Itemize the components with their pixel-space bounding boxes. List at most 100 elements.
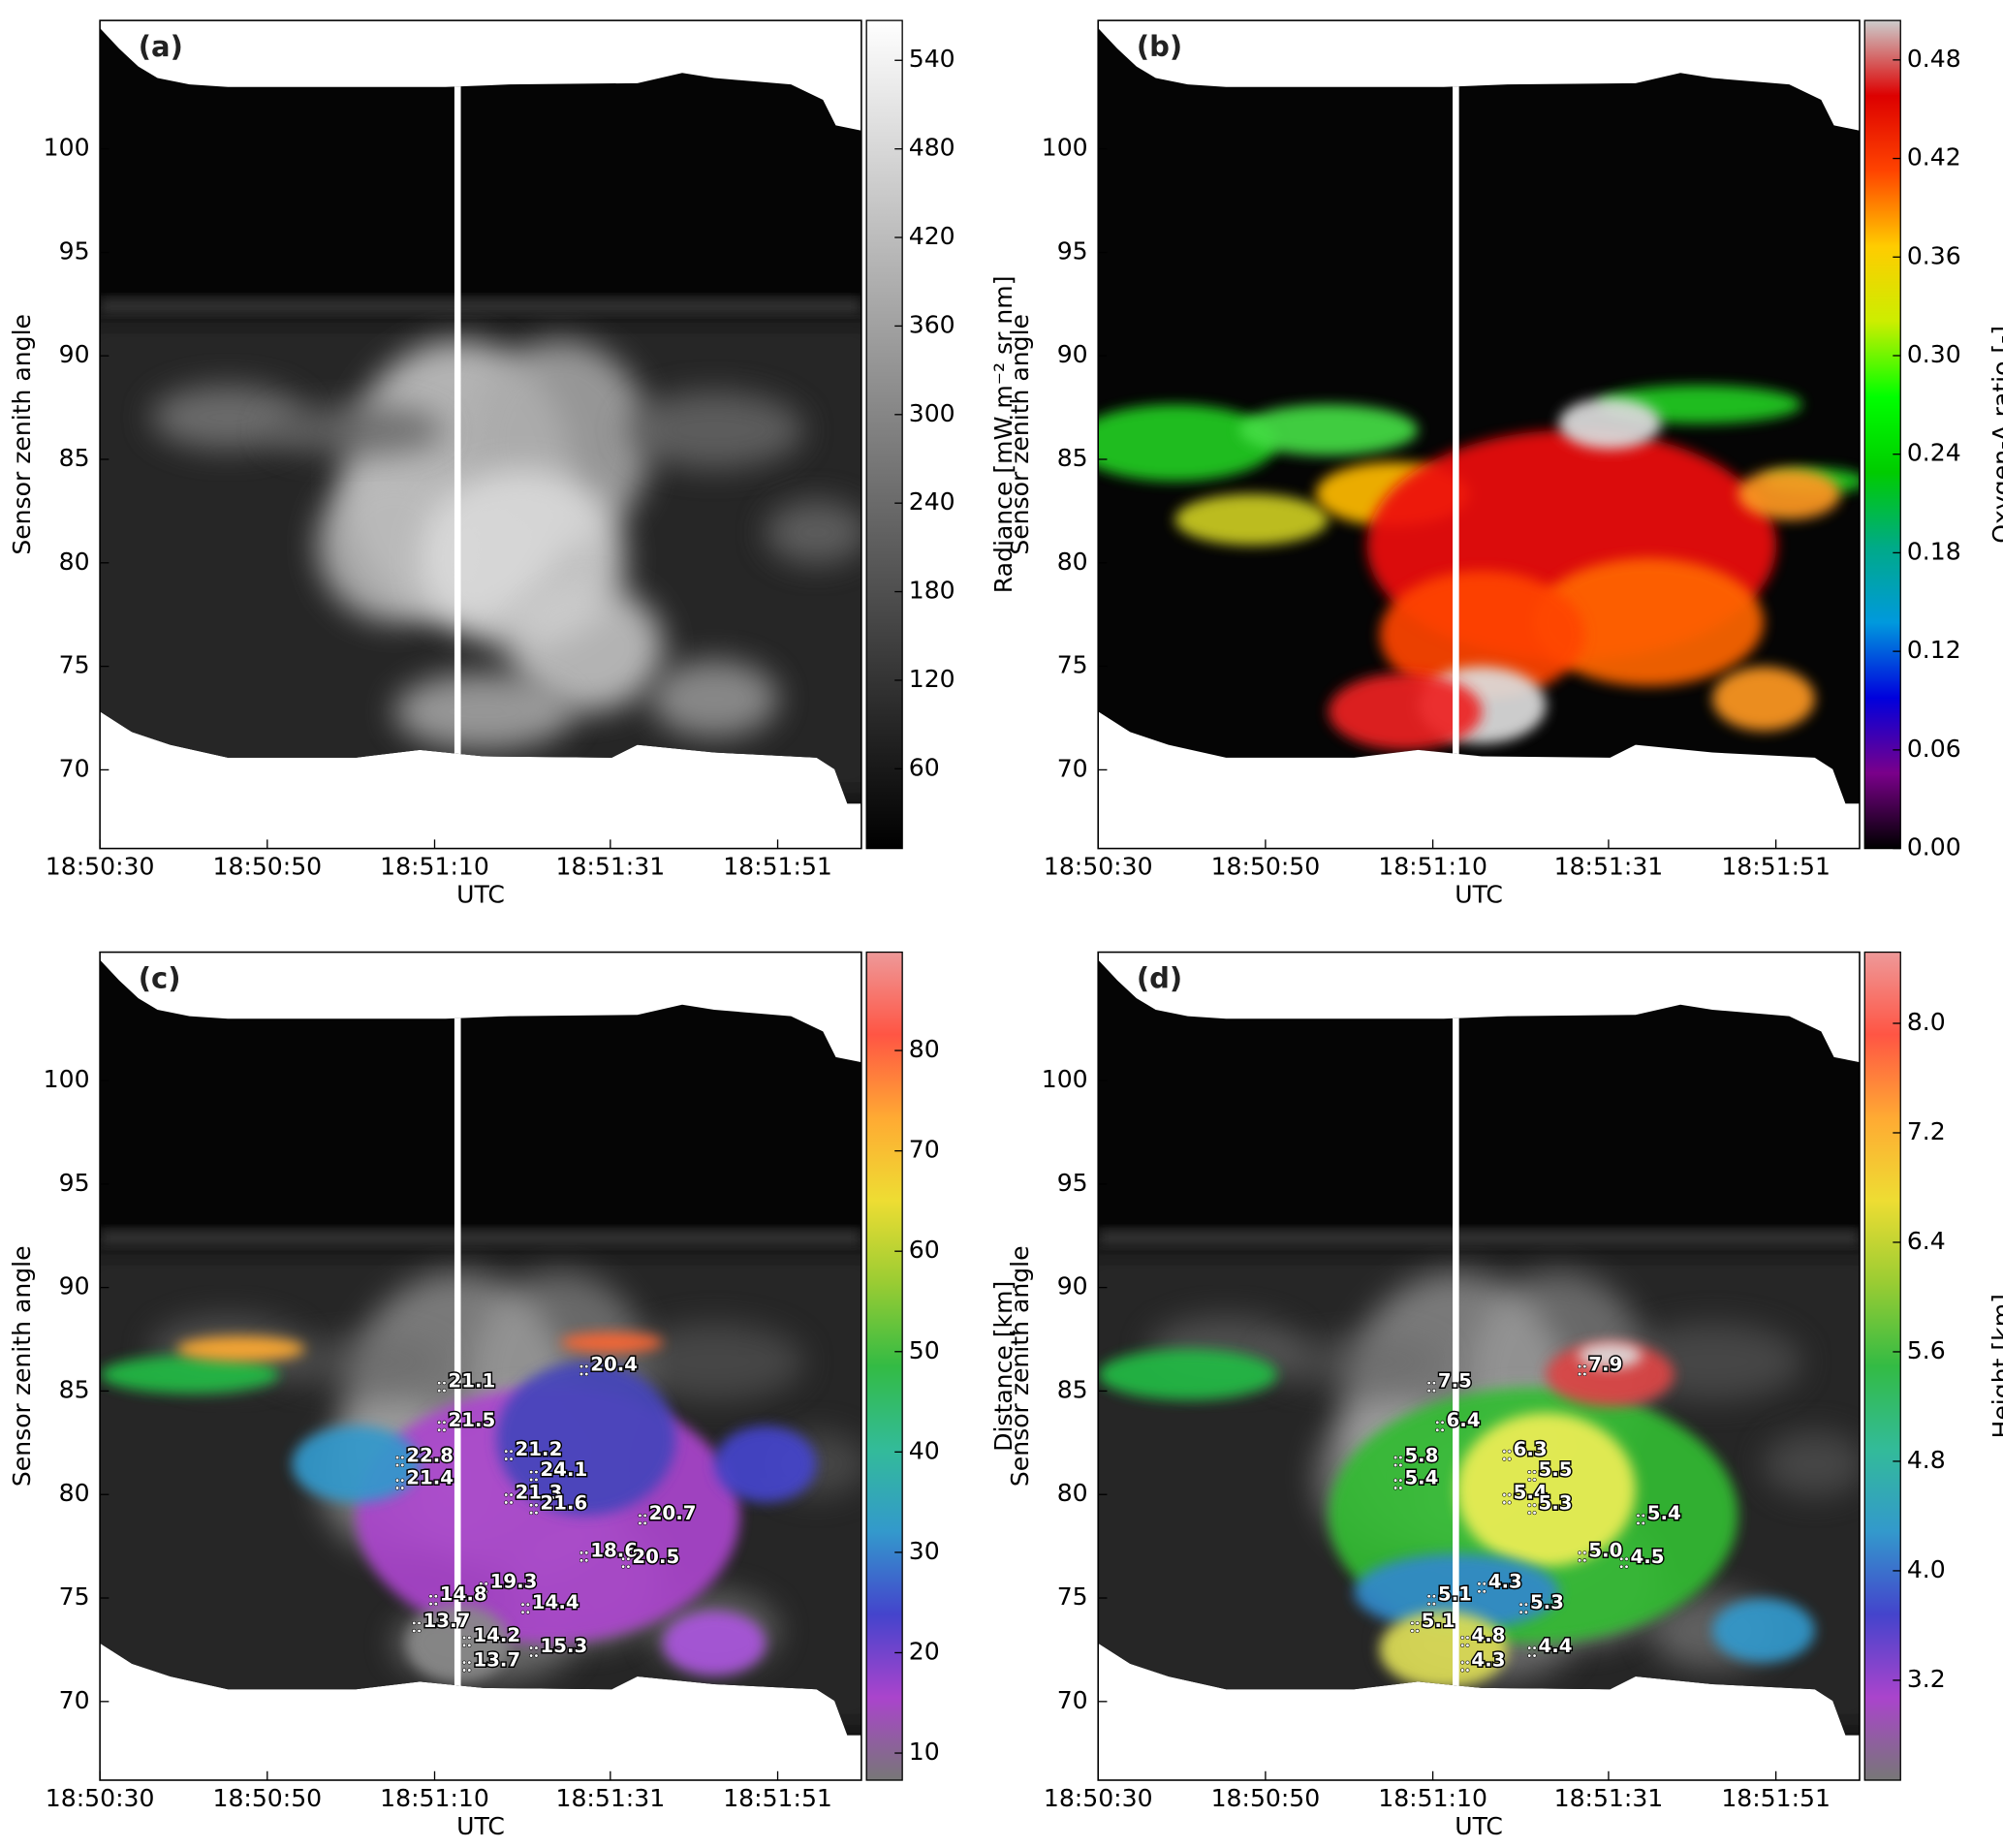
cloud (393, 673, 574, 750)
colorbar-tick-label: 40 (909, 1436, 940, 1464)
annotation-point (1527, 1503, 1537, 1516)
cloud-color (1098, 404, 1278, 482)
cloud-color (1379, 571, 1585, 700)
annotation-label: 21.2 (516, 1438, 563, 1460)
annotation-label: 20.5 (632, 1546, 679, 1568)
gap-line (454, 1013, 461, 1690)
y-tick-label: 90 (59, 340, 90, 368)
annotation-point (1393, 1456, 1403, 1467)
y-axis-label: Sensor zenith angle (1006, 314, 1034, 555)
y-tick-label: 85 (1057, 444, 1088, 472)
panel: 70 75 80 85 90 95 100 18:50:30 18:50:50 18:51:10 1… (8, 951, 1017, 1840)
cloud-color (1578, 1342, 1643, 1368)
cloud-color (1712, 1598, 1815, 1663)
image (100, 959, 861, 1736)
x-tick-label: 18:51:31 (1554, 852, 1664, 880)
annotation-point (579, 1364, 589, 1376)
annotation-label: 4.3 (1471, 1649, 1505, 1672)
colorbar-tick-label: 50 (909, 1336, 940, 1364)
annotation-label: 21.3 (516, 1482, 563, 1504)
annotation-point (1435, 1420, 1445, 1432)
x-tick-label: 18:50:50 (212, 852, 322, 880)
colorbar-tick-label: 0.18 (1907, 537, 1961, 565)
y-tick-label: 80 (1057, 548, 1088, 576)
x-axis-label: UTC (1455, 880, 1503, 908)
colorbar-tick-label: 30 (909, 1537, 940, 1565)
annotation-label: 4.8 (1471, 1624, 1505, 1646)
colorbar-tick-label: 3.2 (1907, 1665, 1946, 1693)
x-tick-label: 18:51:31 (556, 1784, 666, 1812)
annotation-label: 15.3 (540, 1635, 587, 1657)
colorbar-tick-label: 0.12 (1907, 636, 1961, 664)
cloud-color (663, 1611, 766, 1676)
x-tick-label: 18:50:30 (46, 1784, 155, 1812)
panel: 70 75 80 85 90 95 100 18:50:30 18:50:50 18:51:10 1… (1006, 19, 2003, 908)
y-tick-label: 100 (1042, 1065, 1088, 1093)
colorbar-tick-label: 180 (909, 577, 955, 605)
annotation-label: 20.7 (649, 1502, 697, 1524)
annotation-point (1502, 1449, 1512, 1461)
panel: 70 75 80 85 90 95 100 18:50:30 18:50:50 18:51:10 1… (8, 19, 1017, 908)
annotation-point (1518, 1602, 1528, 1614)
colorbar (865, 951, 903, 1781)
annotation-label: 14.4 (532, 1591, 579, 1613)
colorbar (1863, 951, 1901, 1781)
x-tick-label: 18:51:31 (556, 852, 666, 880)
cloud-color (1328, 673, 1483, 750)
cloud (1264, 1335, 1444, 1388)
image (1098, 959, 1860, 1736)
annotation-label: 21.1 (448, 1369, 495, 1392)
panel-label: (d) (1137, 962, 1182, 995)
y-axis-label: Sensor zenith angle (8, 1245, 36, 1487)
colorbar-tick-label: 0.36 (1907, 241, 1961, 269)
annotation-label: 20.4 (590, 1353, 638, 1375)
x-tick-label: 18:50:50 (1211, 1784, 1321, 1812)
y-tick-label: 70 (1057, 754, 1088, 782)
annotation-label: 19.3 (490, 1571, 538, 1593)
cloud-color (100, 1355, 280, 1394)
cloud (624, 392, 804, 469)
panel: 70 75 80 85 90 95 100 18:50:30 18:50:50 18:51:10 1… (1006, 951, 2003, 1840)
colorbar-tick-label: 10 (909, 1738, 940, 1766)
y-tick-label: 90 (1057, 1272, 1088, 1300)
axes-frame (1097, 19, 1861, 850)
annotation-label: 5.4 (1647, 1502, 1681, 1524)
image (100, 28, 861, 804)
colorbar-tick-label: 4.8 (1907, 1446, 1946, 1474)
streak (100, 299, 861, 313)
annotation-label: 21.6 (540, 1491, 587, 1514)
annotation-point (479, 1582, 488, 1594)
colorbar (865, 19, 903, 850)
y-tick-label: 95 (59, 236, 90, 265)
annotation-point (462, 1660, 472, 1673)
colorbar-tick-label: 360 (909, 310, 955, 338)
annotation-label: 4.3 (1488, 1571, 1522, 1593)
annotation-point (395, 1456, 405, 1467)
y-tick-label: 75 (59, 1582, 90, 1611)
annotation-point (1410, 1620, 1420, 1633)
annotation-point (1578, 1364, 1587, 1376)
y-axis-label: Sensor zenith angle (1006, 1245, 1034, 1487)
y-tick-label: 100 (1042, 134, 1088, 162)
annotation-label: 6.3 (1514, 1438, 1548, 1460)
colorbar-tick-label: 8.0 (1907, 1008, 1946, 1036)
annotation-label: 4.5 (1630, 1546, 1664, 1568)
colorbar-tick-label: 480 (909, 134, 955, 162)
annotation-point (1460, 1635, 1470, 1647)
cloud (1763, 1431, 1860, 1496)
colorbar-tick-label: 70 (909, 1136, 940, 1164)
cloud (649, 660, 779, 737)
colorbar-tick-label: 0.30 (1907, 340, 1961, 368)
y-tick-label: 100 (44, 1065, 90, 1093)
x-tick-label: 18:50:30 (1044, 852, 1153, 880)
annotation-label: 7.9 (1588, 1353, 1622, 1375)
cloud (765, 500, 861, 565)
y-tick-label: 85 (59, 1375, 90, 1403)
annotation-point (1578, 1550, 1587, 1563)
x-tick-label: 18:51:51 (1721, 1784, 1831, 1812)
annotation-point (504, 1449, 514, 1461)
annotation-label: 13.7 (423, 1610, 471, 1632)
annotation-label: 13.7 (473, 1649, 520, 1672)
